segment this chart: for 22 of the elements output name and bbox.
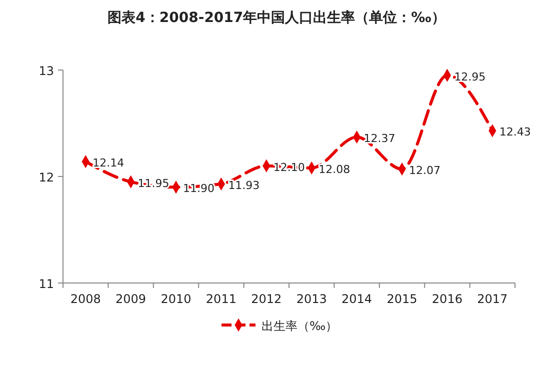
chart-title: 图表4：2008-2017年中国人口出生率（单位：‰） [108, 9, 446, 26]
data-label: 12.08 [318, 162, 350, 176]
data-label: 11.93 [228, 178, 260, 192]
x-tick-label: 2015 [386, 292, 418, 306]
x-tick-label: 2016 [432, 292, 462, 306]
x-tick-label: 2009 [116, 292, 146, 306]
data-label: 12.14 [92, 156, 124, 170]
data-label: 12.95 [454, 70, 486, 84]
x-tick-label: 2011 [206, 292, 236, 306]
data-label: 12.37 [364, 132, 396, 146]
data-label: 12.43 [499, 126, 531, 139]
x-tick-label: 2012 [251, 292, 282, 306]
y-tick-label: 13 [38, 64, 54, 78]
y-tick-label: 11 [38, 277, 54, 291]
x-tick-label: 2010 [160, 292, 192, 306]
x-tick-label: 2008 [70, 292, 101, 306]
x-tick-label: 2017 [477, 292, 508, 306]
legend-label: 出生率（‰） [262, 319, 338, 333]
x-tick-label: 2014 [342, 292, 372, 306]
x-tick-label: 2013 [296, 292, 327, 306]
y-tick-label: 12 [38, 170, 54, 184]
data-label: 12.07 [409, 164, 440, 178]
